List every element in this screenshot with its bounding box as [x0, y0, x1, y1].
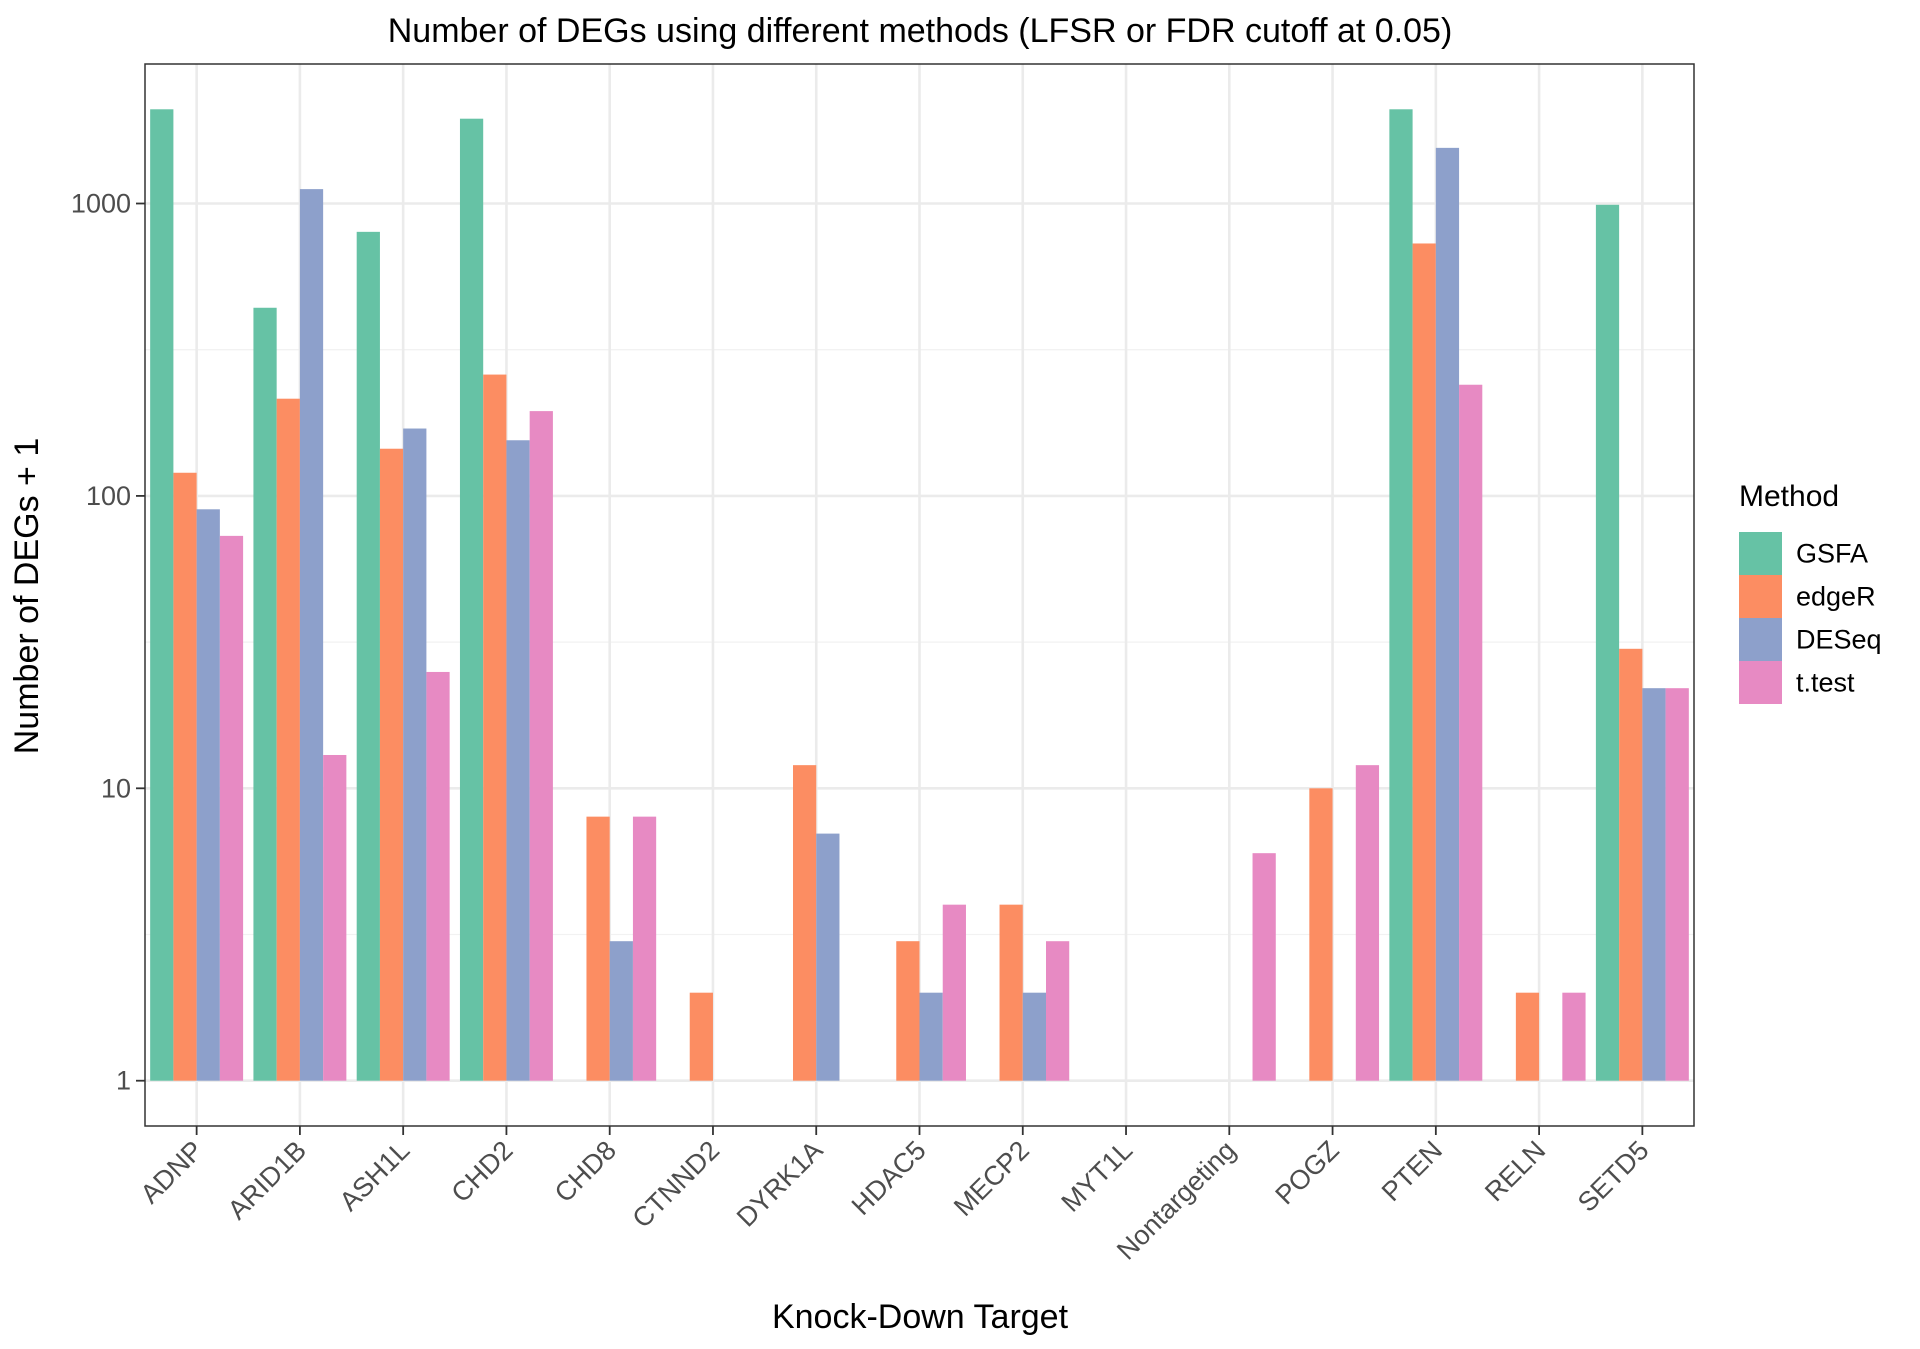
x-tick-label: HDAC5: [846, 1135, 932, 1221]
x-tick-label: CTNND2: [627, 1135, 726, 1234]
x-tick-label: PTEN: [1376, 1135, 1448, 1207]
bar-edger-chd8: [586, 816, 610, 1081]
bar-deseq-setd5: [1642, 688, 1666, 1081]
legend-key-t-test: [1739, 661, 1782, 704]
y-tick-label: 100: [86, 481, 131, 511]
plot-area: 1 10 100 1000 ADNP ARID1B ASH1L CHD2 CHD8 CTNND2 D…: [71, 63, 1695, 1266]
bar-edger-pten: [1412, 243, 1436, 1081]
bar-deseq-hdac5: [919, 992, 943, 1081]
bar-t-test-chd8: [632, 816, 657, 1081]
x-tick-label: ASH1L: [334, 1135, 416, 1217]
legend-label-t-test: t.test: [1796, 668, 1855, 698]
bar-edger-arid1b: [276, 398, 300, 1081]
bar-t-test-setd5: [1665, 688, 1689, 1081]
legend-label-gsfa: GSFA: [1796, 539, 1868, 569]
x-tick-label: RELN: [1479, 1135, 1551, 1207]
bar-gsfa-chd2: [459, 118, 484, 1081]
bar-edger-dyrk1a: [792, 765, 817, 1081]
bar-gsfa-setd5: [1595, 204, 1620, 1081]
legend: Method GSFA edgeR DESeq t.test: [1739, 480, 1882, 704]
bar-edger-ctnnd2: [689, 992, 713, 1081]
bar-deseq-pten: [1435, 147, 1460, 1081]
bar-edger-mecp2: [999, 904, 1023, 1081]
bar-t-test-adnp: [219, 535, 244, 1081]
x-tick-label: SETD5: [1572, 1135, 1655, 1218]
x-tick-label: ADNP: [135, 1135, 209, 1209]
bar-t-test-chd2: [529, 411, 553, 1081]
x-tick-label: CHD8: [549, 1135, 622, 1208]
bar-t-test-mecp2: [1046, 941, 1070, 1081]
bar-edger-ash1l: [379, 448, 404, 1081]
y-tick-label: 1: [116, 1066, 131, 1096]
legend-title: Method: [1739, 480, 1839, 513]
chart-title: Number of DEGs using different methods (…: [388, 12, 1453, 50]
bar-deseq-chd8: [609, 941, 633, 1081]
bar-deseq-arid1b: [299, 189, 324, 1081]
legend-label-deseq: DESeq: [1796, 625, 1882, 655]
bar-t-test-nontargeting: [1252, 853, 1276, 1081]
bar-deseq-dyrk1a: [816, 833, 840, 1081]
y-tick-label: 1000: [71, 189, 131, 219]
legend-key-edger: [1739, 575, 1782, 618]
bar-gsfa-adnp: [150, 109, 174, 1081]
x-tick-label: MECP2: [948, 1135, 1035, 1222]
bar-gsfa-ash1l: [356, 231, 380, 1081]
bar-t-test-pogz: [1355, 765, 1380, 1081]
bar-edger-reln: [1515, 992, 1540, 1081]
bar-edger-setd5: [1619, 648, 1643, 1081]
bar-gsfa-pten: [1389, 109, 1413, 1081]
bar-edger-hdac5: [896, 941, 920, 1081]
x-tick-label: CHD2: [445, 1135, 518, 1208]
y-tick-label: 10: [101, 773, 131, 803]
x-tick-label: ARID1B: [222, 1135, 312, 1225]
bar-t-test-pten: [1459, 384, 1483, 1081]
x-tick-label: DYRK1A: [731, 1135, 829, 1233]
bar-t-test-arid1b: [323, 754, 347, 1081]
x-tick-label: POGZ: [1269, 1135, 1344, 1210]
x-tick-label: MYT1L: [1056, 1135, 1139, 1218]
bar-edger-pogz: [1309, 788, 1333, 1081]
bar-deseq-chd2: [506, 440, 530, 1081]
bar-t-test-hdac5: [942, 904, 966, 1081]
bar-t-test-reln: [1562, 992, 1586, 1081]
x-axis-title: Knock-Down Target: [772, 1298, 1069, 1336]
bar-edger-chd2: [483, 374, 507, 1081]
legend-key-gsfa: [1739, 532, 1782, 575]
bar-t-test-ash1l: [426, 671, 450, 1081]
legend-key-deseq: [1739, 618, 1782, 661]
bar-edger-adnp: [173, 472, 197, 1081]
legend-label-edger: edgeR: [1796, 582, 1876, 612]
y-axis-title: Number of DEGs + 1: [8, 438, 46, 755]
bar-deseq-adnp: [196, 509, 220, 1081]
bar-deseq-mecp2: [1022, 992, 1047, 1081]
bar-gsfa-arid1b: [253, 307, 277, 1081]
bar-deseq-ash1l: [403, 428, 427, 1081]
